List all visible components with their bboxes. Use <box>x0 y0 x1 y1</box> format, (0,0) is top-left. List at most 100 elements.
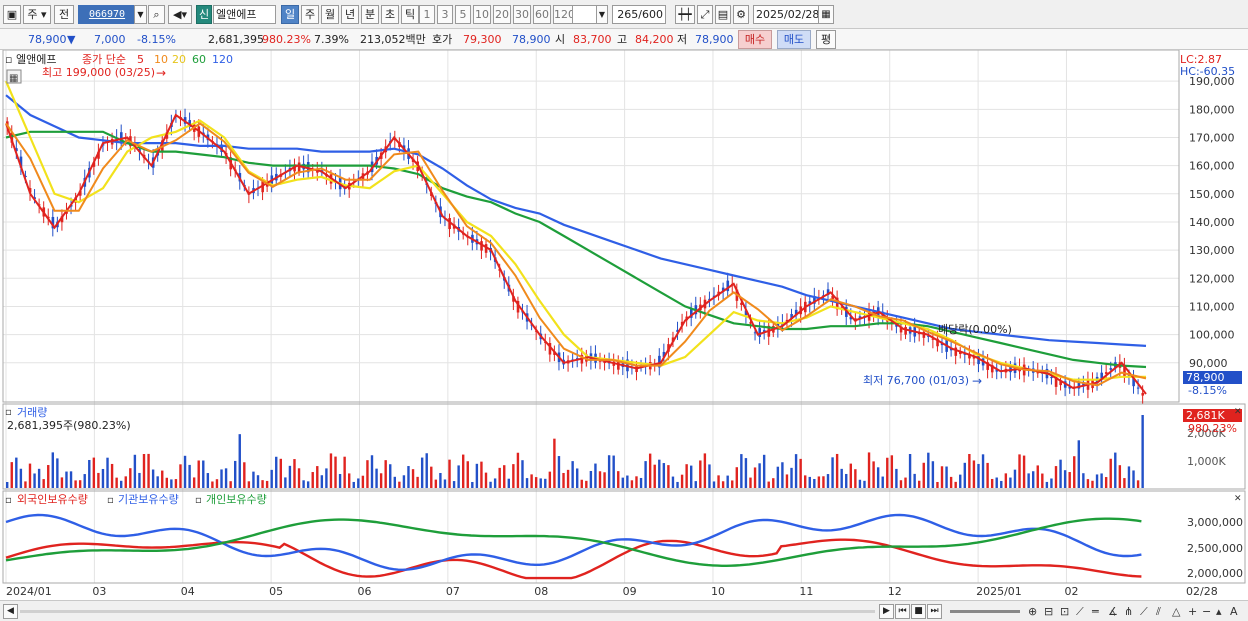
draw-triangle-icon[interactable]: △ <box>1172 605 1181 618</box>
volume-bar <box>744 458 748 488</box>
average-button[interactable]: 평 <box>816 30 836 49</box>
individual-series-icon[interactable]: ▫ <box>195 495 202 506</box>
add-indicator-icon[interactable]: + <box>1188 605 1198 618</box>
draw-fib-icon[interactable]: ⋔ <box>1124 605 1134 618</box>
turnover-rate: 7.39% <box>314 33 349 46</box>
draw-channel-icon[interactable]: ⫽ <box>1156 605 1161 618</box>
volume-bar <box>220 469 223 488</box>
scroll-left-icon[interactable]: ◀ <box>3 604 18 619</box>
price-change-pct: -8.15% <box>137 33 176 46</box>
stock-code-input[interactable]: 066970 <box>78 5 136 24</box>
candle-body <box>813 296 816 304</box>
period-tab-3[interactable]: 년 <box>341 5 359 24</box>
volume-bar <box>908 454 912 488</box>
minute-tab-120[interactable]: 120 <box>553 5 575 24</box>
prev-button[interactable]: 전 <box>54 5 74 24</box>
scroll-track[interactable] <box>20 610 875 613</box>
minute-tab-3[interactable]: 3 <box>437 5 453 24</box>
market-select[interactable]: 주 ▾ <box>23 5 51 24</box>
speaker-icon[interactable]: ◀▾ <box>168 5 192 24</box>
volume-bar <box>56 458 59 488</box>
zoom-in-icon[interactable]: ⊕ <box>1028 605 1038 618</box>
search-icon[interactable]: ⌕ <box>148 5 165 24</box>
volume-bar <box>671 476 675 488</box>
volume-bar <box>1114 452 1117 488</box>
volume-value: 2,681,395 <box>208 33 264 46</box>
holding-line-1 <box>5 513 1142 572</box>
volume-bar <box>1041 473 1044 488</box>
period-tab-5[interactable]: 초 <box>381 5 399 24</box>
stock-chart[interactable]: ▫ 엘앤에프 종가 단순 5 10 20 60 120 ▦ 최고 199,000… <box>0 50 1248 600</box>
minute-tab-60[interactable]: 60 <box>533 5 551 24</box>
foreign-series-icon[interactable]: ▫ <box>5 495 12 506</box>
volume-bar <box>813 478 816 488</box>
minute-tab-30[interactable]: 30 <box>513 5 531 24</box>
volume-bar <box>512 464 515 488</box>
period-tab-4[interactable]: 분 <box>361 5 379 24</box>
volume-bar <box>781 462 784 488</box>
minute-tab-20[interactable]: 20 <box>493 5 511 24</box>
foreign-series-label: 외국인보유수량 <box>17 493 88 506</box>
buy-button[interactable]: 매수 <box>738 30 772 49</box>
draw-trend-icon[interactable]: ⟋ <box>1140 605 1148 618</box>
draw-horizontal-icon[interactable]: ═ <box>1092 605 1099 618</box>
volume-bar <box>357 478 360 488</box>
volume-bar <box>1123 478 1126 488</box>
moving-average-lines <box>4 80 1147 395</box>
institution-series-icon[interactable]: ▫ <box>107 495 114 506</box>
volume-bar <box>1063 470 1067 488</box>
period-tab-6[interactable]: 틱 <box>401 5 419 24</box>
save-icon[interactable]: ▤ <box>715 5 731 24</box>
volume-bar <box>302 480 305 488</box>
minute-tab-10[interactable]: 10 <box>473 5 491 24</box>
date-field[interactable]: 2025/02/28 <box>753 5 819 24</box>
draw-angle-icon[interactable]: ∡ <box>1108 605 1118 618</box>
volume-bar <box>826 474 830 488</box>
volume-bar <box>617 471 620 488</box>
sell-button[interactable]: 매도 <box>777 30 811 49</box>
count-field[interactable]: 265/600 <box>612 5 666 24</box>
remove-indicator-icon[interactable]: − <box>1202 605 1212 618</box>
date-axis-tick: 10 <box>711 585 725 598</box>
scroll-right-icon[interactable]: ▶ <box>879 604 894 619</box>
candle-body <box>904 326 907 335</box>
period-dropdown-icon[interactable]: ▼ <box>596 5 608 24</box>
jump-end-icon[interactable]: ⏭ <box>927 604 942 619</box>
volume-close-icon[interactable]: ✕ <box>1234 407 1242 417</box>
zoom-slider[interactable] <box>950 610 1020 613</box>
stock-name-field[interactable]: 엘앤에프 <box>213 5 276 24</box>
volume-bar <box>867 452 871 488</box>
minute-tab-5[interactable]: 5 <box>455 5 471 24</box>
volume-bar <box>316 466 319 488</box>
period-tab-2[interactable]: 월 <box>321 5 339 24</box>
panel-icon[interactable]: ▫ <box>5 53 12 66</box>
code-dropdown-icon[interactable]: ▼ <box>134 5 147 24</box>
minute-tab-1[interactable]: 1 <box>419 5 435 24</box>
calendar-icon[interactable]: ▦ <box>818 5 834 24</box>
calculator-icon[interactable] <box>6 69 22 84</box>
compare-icon[interactable]: ⤢ <box>697 5 713 24</box>
volume-bar <box>913 473 916 488</box>
stop-icon[interactable]: ■ <box>911 604 926 619</box>
current-price: 78,900 <box>28 33 67 46</box>
jump-start-icon[interactable]: ⏮ <box>895 604 910 619</box>
candle-body <box>835 297 839 310</box>
volume-bar <box>963 462 966 488</box>
date-axis-tick: 11 <box>799 585 813 598</box>
period-tab-0[interactable]: 일 <box>281 5 299 24</box>
volume-bar <box>243 462 246 488</box>
zoom-range-icon[interactable]: ⊡ <box>1060 605 1070 618</box>
period-tab-1[interactable]: 주 <box>301 5 319 24</box>
price-axis-tick: 170,000 <box>1189 131 1235 144</box>
chart-type-icon[interactable]: ┿┿ <box>675 5 695 24</box>
draw-line-icon[interactable]: ⟋ <box>1076 605 1084 618</box>
holding-close-icon[interactable]: ✕ <box>1234 494 1242 504</box>
settings-gear-icon[interactable]: ⚙ <box>733 5 749 24</box>
candle-body <box>484 244 488 253</box>
scroll-up-icon[interactable]: ▴ <box>1216 605 1222 618</box>
volume-panel-icon[interactable]: ▫ <box>5 407 12 418</box>
volume-bar <box>630 480 634 488</box>
zoom-fit-icon[interactable]: ⊟ <box>1044 605 1054 618</box>
window-menu-icon[interactable]: ▣ <box>3 5 21 24</box>
text-tool-icon[interactable]: A <box>1230 605 1238 618</box>
